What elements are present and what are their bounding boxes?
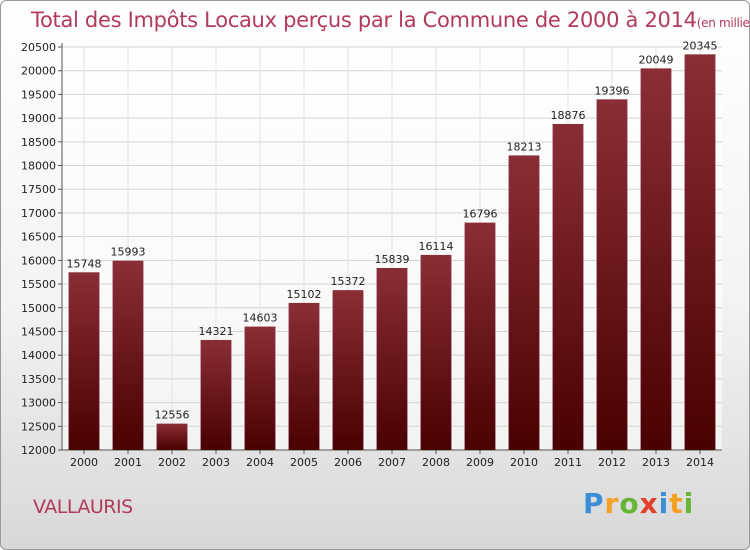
y-tick-label: 14500 [21, 325, 56, 338]
bar-2009 [464, 222, 496, 450]
x-tick-label: 2000 [70, 456, 98, 469]
x-tick-label: 2009 [466, 456, 494, 469]
y-tick-label: 16500 [21, 231, 56, 244]
y-tick-label: 17500 [21, 183, 56, 196]
x-tick-label: 2003 [202, 456, 230, 469]
bar-2000 [68, 272, 100, 450]
value-label-2013: 20049 [639, 53, 674, 66]
bar-2006 [332, 290, 364, 450]
y-tick-label: 16000 [21, 254, 56, 267]
bar-2008 [420, 254, 452, 450]
bar-2010 [508, 155, 540, 450]
y-tick-label: 12500 [21, 420, 56, 433]
y-tick-label: 19000 [21, 112, 56, 125]
value-label-2010: 18213 [507, 140, 542, 153]
y-tick-label: 12000 [21, 444, 56, 457]
value-label-2004: 14603 [243, 312, 278, 325]
y-tick-label: 15500 [21, 278, 56, 291]
bar-2012 [596, 99, 628, 450]
y-tick-label: 13500 [21, 373, 56, 386]
x-tick-label: 2007 [378, 456, 406, 469]
x-tick-label: 2006 [334, 456, 362, 469]
value-label-2001: 15993 [111, 246, 146, 259]
value-label-2006: 15372 [331, 275, 366, 288]
chart-title: Total des Impôts Locaux perçus par la Co… [31, 8, 750, 32]
value-label-2008: 16114 [419, 240, 454, 253]
y-tick-label: 20500 [21, 41, 56, 54]
y-tick-label: 14000 [21, 349, 56, 362]
y-tick-label: 20000 [21, 65, 56, 78]
value-label-2014: 20345 [683, 39, 718, 52]
bar-2013 [640, 68, 672, 451]
bar-2011 [552, 123, 584, 450]
value-label-2005: 15102 [287, 288, 322, 301]
x-tick-label: 2013 [642, 456, 670, 469]
y-tick-label: 18500 [21, 136, 56, 149]
x-tick-label: 2004 [246, 456, 274, 469]
bar-2014 [684, 54, 716, 451]
y-tick-label: 17000 [21, 207, 56, 220]
chart-unit-label: (en milliers d'€) [696, 16, 750, 30]
chart-title-text: Total des Impôts Locaux perçus par la Co… [31, 8, 697, 32]
bar-2003 [200, 339, 232, 450]
x-tick-label: 2005 [290, 456, 318, 469]
x-tick-label: 2011 [554, 456, 582, 469]
value-label-2009: 16796 [463, 208, 498, 221]
y-tick-label: 13000 [21, 397, 56, 410]
value-label-2007: 15839 [375, 253, 410, 266]
commune-name: VALLAURIS [33, 496, 133, 518]
value-label-2000: 15748 [67, 257, 102, 270]
bar-2005 [288, 302, 320, 450]
bar-2007 [376, 267, 408, 450]
y-tick-label: 15000 [21, 302, 56, 315]
x-tick-label: 2001 [114, 456, 142, 469]
value-label-2011: 18876 [551, 109, 586, 122]
value-label-2002: 12556 [155, 409, 190, 422]
bar-2002 [156, 423, 188, 450]
bar-2004 [244, 326, 276, 450]
x-tick-label: 2014 [686, 456, 714, 469]
y-tick-label: 19500 [21, 88, 56, 101]
proxiti-logo: Proxiti [583, 487, 695, 520]
x-tick-label: 2008 [422, 456, 450, 469]
bar-2001 [112, 260, 144, 450]
value-label-2012: 19396 [595, 84, 630, 97]
x-tick-label: 2010 [510, 456, 538, 469]
value-label-2003: 14321 [199, 325, 234, 338]
x-tick-label: 2002 [158, 456, 186, 469]
x-tick-label: 2012 [598, 456, 626, 469]
y-tick-label: 18000 [21, 160, 56, 173]
